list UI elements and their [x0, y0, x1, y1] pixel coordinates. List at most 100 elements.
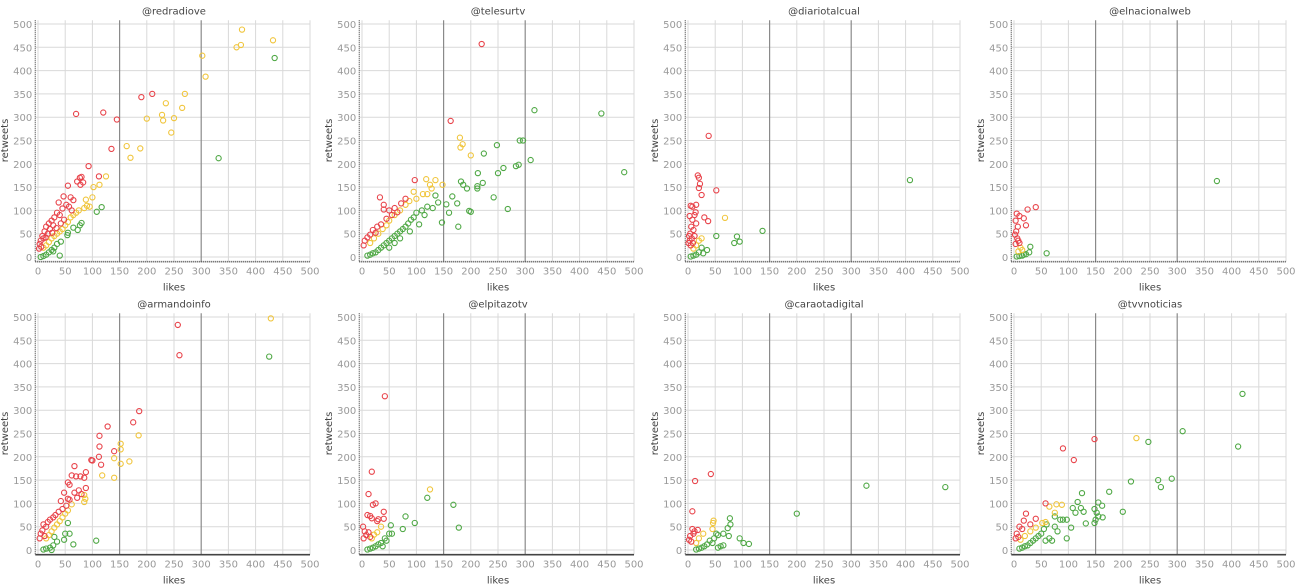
data-point-green	[474, 169, 482, 177]
data-point-red	[74, 178, 81, 185]
x-tick-label: 150	[760, 560, 779, 571]
x-tick-label: 350	[869, 267, 888, 278]
x-tick-label: 350	[543, 267, 562, 278]
x-axis-label: likes	[163, 283, 185, 294]
data-point-green	[1069, 504, 1076, 512]
x-tick-label: 200	[461, 560, 480, 571]
data-point-green	[598, 110, 605, 117]
data-point-green	[906, 176, 914, 184]
data-point-yellow	[99, 472, 106, 479]
data-point-yellow	[117, 440, 124, 447]
x-tick-label: 350	[869, 560, 888, 571]
data-point-green	[474, 185, 481, 192]
data-point-green	[724, 524, 731, 532]
data-point-yellow	[709, 519, 717, 527]
data-point-red	[136, 407, 143, 415]
y-tick-label: 450	[337, 43, 356, 54]
data-point-green	[1072, 509, 1079, 516]
y-tick-label: 250	[337, 137, 356, 148]
x-tick-label: 450	[597, 267, 616, 278]
data-point-red	[688, 538, 695, 545]
data-point-green	[438, 219, 446, 226]
data-point-green	[271, 54, 278, 62]
data-point-yellow	[202, 73, 209, 80]
data-point-yellow	[179, 104, 186, 112]
y-tick-label: 100	[989, 499, 1008, 510]
data-point-yellow	[102, 173, 110, 180]
data-point-green	[1239, 390, 1246, 398]
x-tick-label: 100	[407, 267, 426, 278]
x-axis-label: likes	[487, 283, 509, 294]
data-point-green	[1080, 508, 1087, 515]
data-point-green	[1157, 483, 1165, 491]
x-tick-label: 250	[814, 267, 833, 278]
scatter-panel: 0 50 100 150 200 250 300 350 400 450 500 0 50 100 150 2…	[976, 299, 1296, 586]
data-point-red	[707, 470, 714, 478]
y-tick-label: 250	[663, 137, 682, 148]
data-point-yellow	[81, 491, 88, 499]
y-axis-label: retweets	[650, 412, 661, 456]
y-tick-label: 200	[989, 160, 1008, 171]
x-tick-label: 500	[1276, 560, 1295, 571]
y-tick-label: 250	[663, 430, 682, 441]
x-tick-label: 0	[685, 560, 691, 571]
data-point-red	[68, 207, 75, 214]
data-point-yellow	[695, 237, 703, 244]
x-tick-label: 250	[814, 560, 833, 571]
x-tick-label: 450	[273, 267, 292, 278]
data-point-red	[380, 515, 387, 522]
y-tick-label: 150	[663, 476, 682, 487]
x-tick-label: 400	[1222, 267, 1241, 278]
x-tick-label: 100	[1059, 560, 1078, 571]
y-tick-label: 150	[13, 476, 32, 487]
y-tick-label: 0	[350, 253, 356, 264]
x-tick-label: 50	[1035, 267, 1048, 278]
data-point-red	[361, 528, 368, 535]
data-point-green	[266, 353, 273, 360]
y-tick-label: 450	[13, 43, 32, 54]
data-point-green	[37, 253, 44, 261]
data-point-green	[1019, 544, 1026, 551]
data-point-red	[60, 193, 67, 200]
data-point-green	[1048, 537, 1056, 544]
x-tick-label: 0	[685, 267, 691, 278]
y-tick-label: 300	[663, 113, 682, 124]
data-point-yellow	[1053, 501, 1060, 508]
y-tick-label: 300	[989, 113, 1008, 124]
x-tick-label: 100	[733, 560, 752, 571]
data-point-green	[480, 150, 488, 157]
data-point-red	[1012, 240, 1019, 248]
data-point-green	[1054, 528, 1061, 535]
data-point-green	[463, 185, 471, 192]
y-axis-label: retweets	[650, 119, 661, 163]
data-point-yellow	[181, 90, 189, 98]
data-point-green	[432, 192, 439, 199]
x-tick-label: 150	[1086, 267, 1105, 278]
data-point-red	[687, 532, 694, 540]
x-tick-label: 50	[59, 267, 72, 278]
data-point-green	[1234, 443, 1242, 450]
x-tick-label: 200	[137, 267, 156, 278]
y-tick-label: 300	[663, 406, 682, 417]
data-point-green	[1168, 475, 1175, 482]
data-point-red	[369, 501, 377, 508]
data-point-red	[705, 132, 712, 139]
data-point-green	[474, 183, 481, 190]
data-point-green	[64, 519, 72, 527]
y-tick-label: 100	[13, 499, 32, 510]
data-point-red	[71, 462, 78, 470]
data-point-red	[82, 469, 90, 476]
data-point-red	[376, 194, 384, 201]
data-point-red	[691, 477, 699, 485]
data-point-green	[53, 538, 61, 545]
x-tick-label: 350	[543, 560, 562, 571]
data-point-green	[372, 249, 379, 256]
data-point-red	[78, 490, 85, 498]
data-point-red	[692, 209, 699, 216]
data-point-red	[402, 195, 409, 202]
data-point-yellow	[123, 142, 130, 150]
data-point-red	[37, 237, 44, 244]
data-point-yellow	[82, 495, 89, 502]
x-tick-label: 100	[733, 267, 752, 278]
x-tick-label: 150	[110, 560, 129, 571]
